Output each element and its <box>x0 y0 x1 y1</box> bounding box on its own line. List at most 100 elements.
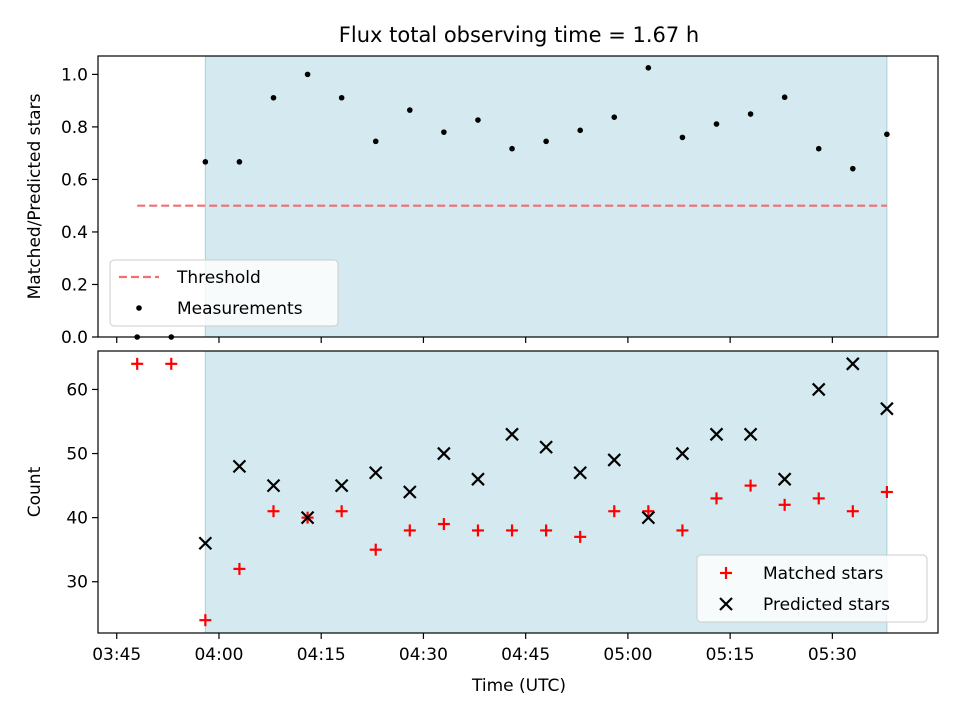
top-x-axis <box>116 337 833 343</box>
y-tick-label: 40 <box>66 509 88 529</box>
matched-star-point <box>676 524 689 537</box>
predicted-star-point <box>880 401 894 416</box>
predicted-star-point <box>505 427 519 442</box>
matched-star-point <box>540 524 553 537</box>
measurement-point <box>475 117 481 123</box>
measurement-point <box>747 111 754 117</box>
bottom-x-axis: 03:45 04:00 04:15 04:30 04:45 05:00 05:15 05:30 <box>92 633 857 665</box>
bottom-y-axis: 30 40 50 60 <box>66 380 98 593</box>
measurement-point <box>884 131 890 138</box>
predicted-star-point <box>777 472 792 486</box>
matched-star-point <box>608 505 621 518</box>
measurement-point <box>815 145 822 152</box>
predicted-star-point <box>743 427 758 442</box>
predicted-legend-swatch <box>719 597 733 611</box>
measurement-point <box>713 121 720 127</box>
chart-title: Flux total observing time = 1.67 h <box>339 23 699 47</box>
predicted-star-point <box>334 478 349 493</box>
top-panel: 0.0 0.2 0.4 0.6 0.8 1.0 Matched/Predicted sta… <box>25 55 939 348</box>
predicted-star-point <box>811 382 826 397</box>
measurements-legend-label: Measurements <box>177 299 303 319</box>
measurements-legend-swatch <box>136 305 142 311</box>
legend-box <box>109 259 339 327</box>
predicted-star-point <box>437 446 451 461</box>
x-tick-label: 04:00 <box>194 645 243 665</box>
measurement-point <box>441 129 447 135</box>
measurement-point <box>270 94 277 101</box>
measurement-point <box>645 65 652 71</box>
x-tick-label: 03:45 <box>92 645 141 665</box>
matched-star-point <box>642 505 655 518</box>
matched-star-point <box>131 357 144 370</box>
matched-star-point <box>199 614 212 627</box>
measurement-point <box>202 159 209 165</box>
matched-star-point <box>710 492 723 505</box>
measurement-point <box>407 107 413 113</box>
top-y-axis-label: Matched/Predicted stars <box>25 93 45 299</box>
y-tick-label: 60 <box>66 380 88 400</box>
x-tick-label: 05:30 <box>808 645 857 665</box>
y-tick-label: 0.4 <box>61 223 88 243</box>
top-y-axis: 0.0 0.2 0.4 0.6 0.8 1.0 <box>61 65 98 348</box>
predicted-star-point <box>368 465 383 480</box>
matched-star-point <box>506 524 519 537</box>
matched-star-point <box>403 524 416 537</box>
matched-star-point <box>574 530 587 543</box>
predicted-star-point <box>573 465 587 480</box>
measurement-point <box>236 159 243 165</box>
measurement-point <box>679 134 686 141</box>
matched-star-point <box>744 479 757 492</box>
predicted-star-point <box>607 453 622 467</box>
predicted-star-point <box>539 440 553 454</box>
x-tick-label: 04:15 <box>297 645 346 665</box>
threshold-legend-label: Threshold <box>176 268 261 288</box>
measurement-point <box>850 165 856 172</box>
matched-star-point <box>846 505 859 518</box>
top-legend: Threshold Measurements <box>109 259 339 327</box>
top-axes-frame <box>97 55 939 338</box>
predicted-star-point <box>675 446 690 461</box>
predicted-legend-label: Predicted stars <box>763 595 890 615</box>
measurement-point <box>611 114 618 120</box>
y-tick-label: 1.0 <box>61 65 88 85</box>
measurement-points <box>134 65 890 340</box>
predicted-star-point <box>471 472 485 486</box>
y-tick-label: 0.0 <box>61 328 88 348</box>
x-tick-label: 05:15 <box>706 645 755 665</box>
matched-star-point <box>778 498 791 511</box>
predicted-star-point <box>198 536 213 551</box>
matched-star-point <box>233 562 246 575</box>
matched-star-point <box>471 524 484 537</box>
predicted-star-point <box>300 510 315 525</box>
matched-star-point <box>335 505 348 518</box>
measurement-point <box>543 138 549 145</box>
x-tick-label: 04:30 <box>399 645 448 665</box>
matched-star-point <box>267 505 280 518</box>
legend-box <box>696 554 928 623</box>
matched-star-point <box>437 518 450 531</box>
matched-legend-swatch <box>720 567 732 579</box>
predicted-star-point <box>846 357 860 371</box>
measurement-point <box>509 145 515 152</box>
x-axis-label: Time (UTC) <box>471 676 566 696</box>
matched-legend-label: Matched stars <box>763 564 883 584</box>
x-tick-label: 05:00 <box>603 645 652 665</box>
predicted-star-point <box>641 510 656 525</box>
matched-star-point <box>880 486 893 498</box>
predicted-star-point <box>709 427 724 442</box>
y-tick-label: 0.8 <box>61 118 88 138</box>
measurement-point <box>372 138 379 145</box>
bottom-axes-frame <box>97 350 939 634</box>
y-tick-label: 30 <box>66 573 88 593</box>
y-tick-label: 50 <box>66 445 88 465</box>
y-tick-label: 0.2 <box>61 275 88 295</box>
bottom-legend: Matched stars Predicted stars <box>696 554 928 623</box>
predicted-star-point <box>266 478 281 493</box>
matched-star-point <box>812 492 825 505</box>
predicted-star-point <box>232 459 247 474</box>
matched-star-point <box>165 357 178 370</box>
count-points <box>131 357 894 627</box>
measurement-point <box>304 71 311 78</box>
